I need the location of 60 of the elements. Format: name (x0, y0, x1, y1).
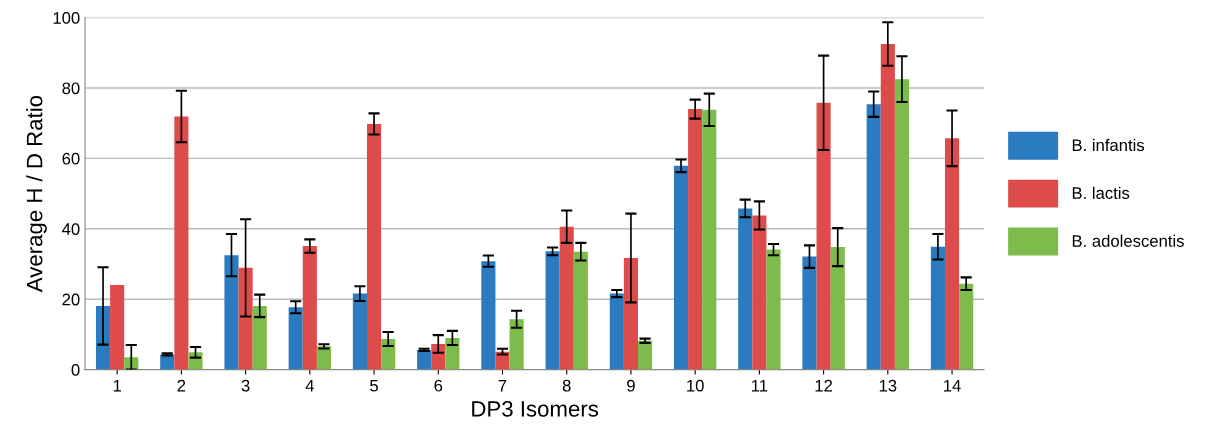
bar (545, 251, 560, 370)
x-tick-label: 13 (879, 379, 897, 392)
bar (930, 246, 945, 370)
bar (352, 293, 367, 370)
bar (830, 247, 845, 370)
bar (752, 215, 767, 370)
x-tick-label: 3 (241, 379, 250, 392)
bar (302, 246, 317, 370)
bar (638, 340, 653, 370)
bar (866, 104, 881, 370)
bar (445, 337, 460, 370)
x-tick-label: 1 (113, 379, 121, 392)
y-axis-title: Average H / D Ratio (26, 95, 47, 293)
x-tick-label: 9 (627, 379, 635, 392)
y-tick-label: 20 (62, 293, 80, 306)
bar (880, 44, 895, 370)
x-tick-label: 11 (751, 379, 768, 392)
bar (559, 226, 574, 370)
y-tick-label: 60 (62, 152, 80, 165)
y-tick-label: 80 (62, 82, 80, 95)
y-tick-label: 40 (62, 223, 80, 235)
x-tick-label: 2 (177, 379, 186, 392)
bar (509, 319, 524, 370)
bar (816, 102, 831, 370)
bar (110, 285, 125, 370)
legend-label: B. lactis (1072, 186, 1130, 199)
bar (252, 305, 267, 370)
bar (381, 338, 396, 370)
y-tick-label: 100 (53, 12, 80, 24)
x-axis-title: DP3 Isomers (472, 401, 599, 417)
bar (609, 293, 624, 370)
x-tick-label: 12 (815, 379, 833, 392)
y-tick-label: 0 (71, 364, 80, 376)
bar (224, 255, 239, 370)
bar (573, 251, 588, 370)
bar (702, 109, 717, 370)
x-tick-label: 10 (687, 379, 704, 392)
bar (366, 123, 382, 370)
bar (188, 352, 203, 370)
bar (959, 283, 974, 370)
bar (623, 258, 638, 370)
bar (481, 261, 496, 370)
bar (894, 79, 910, 370)
bar (174, 116, 189, 370)
bar (944, 138, 960, 370)
bar (238, 267, 253, 370)
bar (288, 307, 303, 370)
x-tick-label: 6 (434, 379, 443, 392)
x-tick-label: 8 (562, 379, 571, 392)
bar (738, 208, 753, 370)
bar (766, 249, 781, 370)
bar (802, 256, 817, 370)
legend-label: B. infantis (1072, 138, 1145, 152)
x-tick-label: 5 (370, 379, 378, 392)
bar (673, 165, 689, 370)
x-tick-label: 4 (305, 379, 314, 392)
legend-label: B. adolescentis (1072, 234, 1184, 247)
x-tick-label: 7 (498, 379, 507, 392)
x-tick-label: 14 (944, 379, 961, 392)
bar (688, 109, 703, 370)
